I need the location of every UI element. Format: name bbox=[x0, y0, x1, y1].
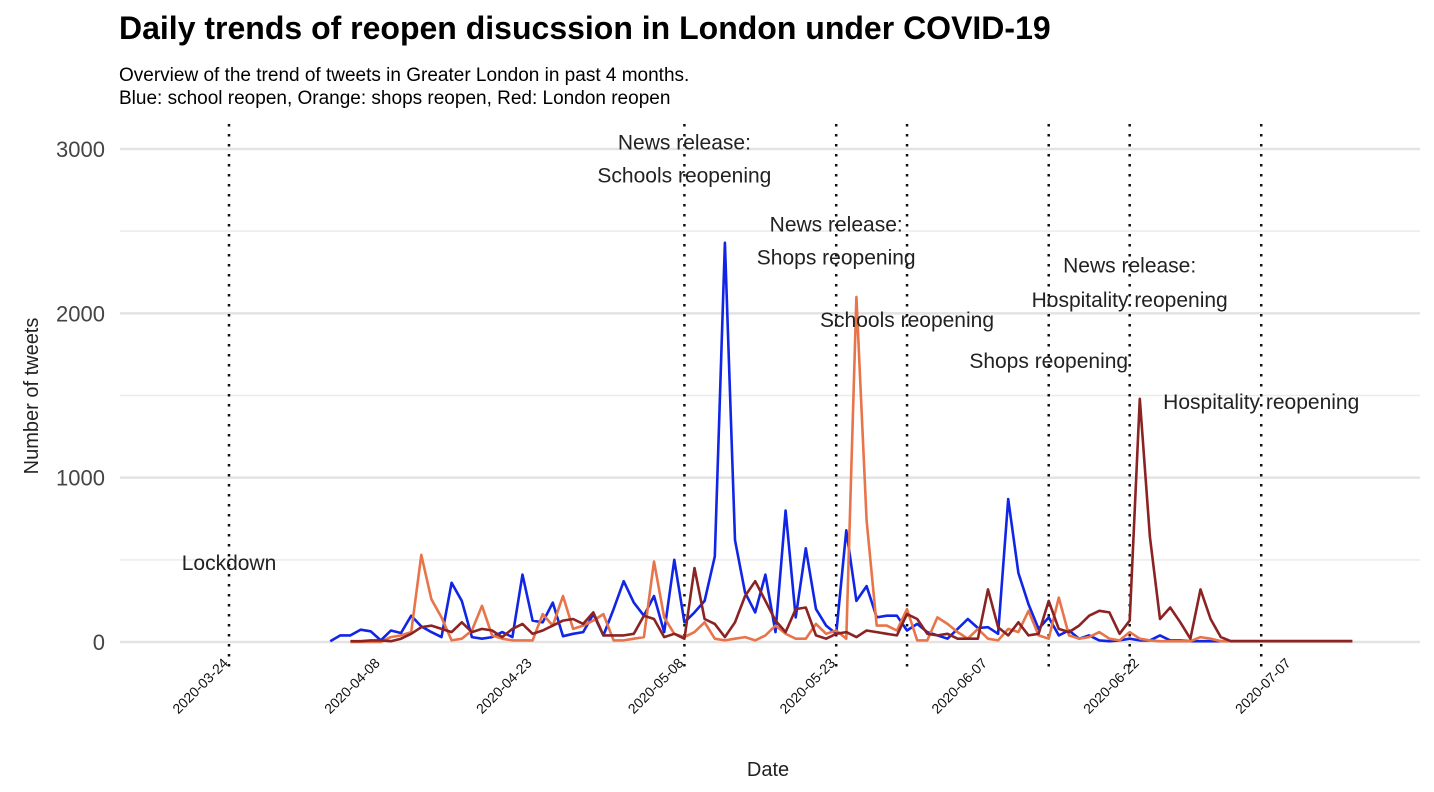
event-lines bbox=[227, 124, 1263, 668]
x-tick-label: 2020-05-08 bbox=[625, 655, 687, 717]
event-annotation: News release: bbox=[618, 131, 751, 154]
x-tick-label: 2020-06-22 bbox=[1080, 655, 1142, 717]
x-tick-label: 2020-03-24 bbox=[169, 655, 231, 717]
y-tick-label: 0 bbox=[93, 630, 105, 655]
event-annotation: Shops reopening bbox=[969, 350, 1128, 373]
subtitle-line-2: Blue: school reopen, Orange: shops reope… bbox=[119, 88, 671, 109]
event-annotation: Hospitality reopening bbox=[1032, 289, 1228, 312]
x-axis-label: Date bbox=[747, 759, 789, 781]
x-axis-ticks: 2020-03-24 2020-04-08 2020-04-23 2020-05-08… bbox=[169, 655, 1294, 717]
series-line bbox=[350, 397, 1353, 643]
y-tick-label: 2000 bbox=[56, 301, 105, 326]
y-tick-label: 3000 bbox=[56, 137, 105, 162]
y-tick-label: 1000 bbox=[56, 466, 105, 491]
x-tick-label: 2020-05-23 bbox=[776, 655, 838, 717]
chart-subtitle: Overview of the trend of tweets in Great… bbox=[119, 64, 689, 110]
event-annotation: News release: bbox=[770, 214, 903, 237]
x-tick-label: 2020-04-23 bbox=[473, 655, 535, 717]
x-tick-label: 2020-07-07 bbox=[1232, 655, 1294, 717]
event-annotation: Lockdown bbox=[182, 552, 277, 575]
chart-title: Daily trends of reopen disucssion in Lon… bbox=[119, 10, 1051, 46]
event-annotation: Schools reopening bbox=[820, 309, 994, 332]
event-annotation: Shops reopening bbox=[757, 246, 916, 269]
series-lines bbox=[329, 241, 1353, 644]
x-tick-label: 2020-06-07 bbox=[928, 655, 990, 717]
x-tick-label: 2020-04-08 bbox=[321, 655, 383, 717]
subtitle-line-1: Overview of the trend of tweets in Great… bbox=[119, 65, 690, 86]
event-annotations: Lockdown News release: Schools reopening Ne… bbox=[182, 131, 1360, 575]
event-annotation: Schools reopening bbox=[597, 164, 771, 187]
event-annotation: News release: bbox=[1063, 255, 1196, 278]
y-axis-label: Number of tweets bbox=[21, 318, 43, 475]
y-axis-ticks: 0 1000 2000 3000 bbox=[56, 137, 105, 655]
event-annotation: Hospitality reopening bbox=[1163, 391, 1359, 414]
series-line bbox=[350, 295, 1353, 644]
